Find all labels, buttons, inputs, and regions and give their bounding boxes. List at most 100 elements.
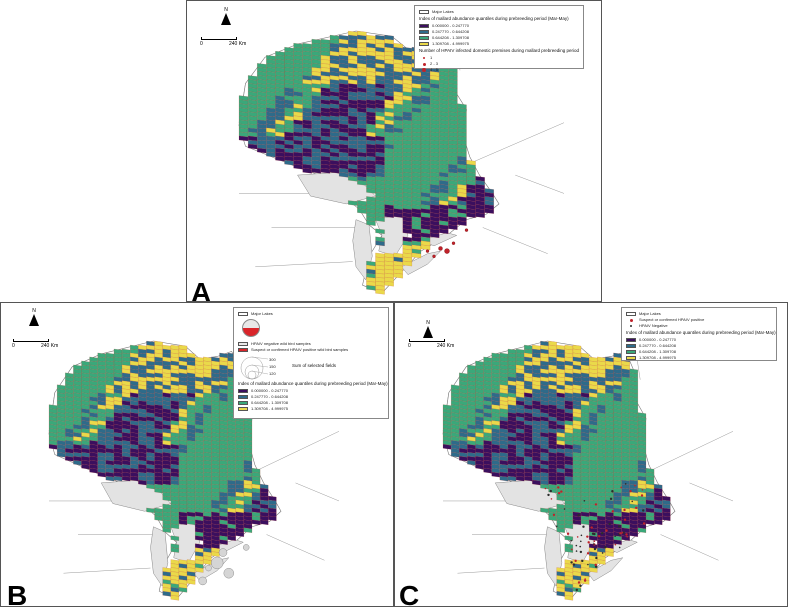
legend-index-title: Index of mallard abundance quantiles dur… — [419, 16, 569, 21]
sample-point — [555, 525, 558, 527]
sample-point — [583, 579, 587, 582]
class-1-label: 0.000000 - 0.247770 — [639, 337, 676, 342]
legend-a: Major Lakes Index of mallard abundance q… — [414, 5, 584, 72]
sample-point — [577, 581, 581, 584]
grid-cell — [384, 281, 394, 287]
grid-cell — [170, 547, 180, 553]
abundance-grid-c — [442, 340, 671, 601]
class-4-label: 1.309708 - 4.999975 — [432, 41, 469, 46]
class-3-label: 0.644208 - 1.309708 — [639, 349, 676, 354]
sample-point — [577, 514, 580, 517]
north-arrow-icon — [29, 314, 39, 326]
sample-point — [549, 489, 552, 493]
sample-point — [570, 548, 573, 551]
sample-point — [604, 545, 607, 549]
north-arrow-b: N — [28, 308, 40, 326]
admin-border — [457, 567, 545, 574]
sample-point — [625, 533, 628, 536]
sample-point — [624, 483, 627, 485]
grid-cell — [393, 272, 403, 279]
sample-point — [598, 535, 601, 538]
sample-pie-icon — [242, 319, 260, 337]
sample-point — [605, 529, 608, 532]
sample-point — [595, 556, 598, 560]
grid-cell — [420, 244, 431, 251]
grid-cell — [243, 527, 253, 533]
sample-point — [594, 503, 598, 506]
sample-point — [626, 535, 629, 538]
sample-point — [573, 520, 575, 523]
grid-cell — [580, 579, 590, 585]
map-panel-b: N 0 240 Km Major Lakes HPAIV negative wi… — [0, 302, 394, 607]
grid-cell — [499, 475, 509, 482]
grid-cell — [613, 539, 622, 545]
sample-point — [560, 490, 563, 493]
admin-border — [295, 482, 340, 502]
legend-c: Major Lakes Suspect or confirmed HPAIV p… — [621, 307, 777, 361]
admin-border — [689, 482, 734, 502]
sample-circle — [205, 564, 212, 572]
legend-lakes-label: Major Lakes — [251, 311, 273, 316]
grid-cell — [645, 519, 655, 525]
class-2-label: 0.247770 - 0.644208 — [639, 343, 676, 348]
grid-cell — [507, 475, 517, 482]
grid-cell — [637, 527, 647, 533]
legend-b: Major Lakes HPAIV negative wild bird sam… — [233, 307, 389, 419]
grid-cell — [227, 535, 236, 541]
sample-point — [557, 486, 560, 489]
legend-neg-label: HPAIV negative wild bird samples — [251, 341, 311, 346]
sample-point — [629, 490, 632, 493]
sample-point — [611, 510, 614, 513]
grid-cell — [466, 212, 476, 218]
north-arrow-icon — [423, 326, 433, 338]
grid-cell — [439, 228, 449, 234]
panel-letter-c: C — [399, 580, 420, 607]
premises-point — [444, 248, 450, 254]
sample-point — [593, 540, 596, 543]
legend-sum-title: Sum of selected fields — [292, 363, 337, 368]
grid-cell — [195, 567, 204, 573]
class-4-label: 1.309708 - 4.999975 — [251, 406, 288, 411]
sample-point — [593, 543, 595, 545]
grid-cell — [162, 527, 171, 533]
grid-cell — [457, 220, 467, 226]
grid-cell — [105, 475, 115, 482]
sample-point — [544, 487, 547, 490]
map-panel-a: N 0 240 Km Major Lakes Index of mallard … — [186, 0, 602, 302]
admin-border — [660, 534, 719, 561]
class-3-swatch — [419, 36, 429, 40]
sample-point — [552, 513, 556, 517]
sample-point — [593, 547, 597, 551]
sample-circle — [218, 548, 228, 557]
legend-index-title: Index of mallard abundance quantiles dur… — [626, 330, 776, 335]
map-c — [442, 340, 734, 601]
north-arrow-a: N — [220, 7, 232, 25]
sample-point — [593, 532, 596, 536]
sample-circle — [210, 556, 224, 570]
sample-point — [583, 500, 586, 502]
sample-point — [640, 494, 644, 497]
sample-point — [594, 563, 597, 567]
grid-cell — [375, 216, 385, 222]
grid-cell — [484, 208, 494, 214]
sample-circle — [223, 568, 235, 579]
sample-point — [609, 497, 613, 501]
grid-cell — [170, 535, 180, 541]
grid-cell — [384, 212, 394, 218]
size-legend: 300 150 120 — [238, 354, 384, 380]
grid-cell — [564, 535, 574, 541]
sample-circle — [198, 576, 207, 586]
sample-point — [590, 526, 593, 529]
sample-circle — [242, 544, 250, 551]
grid-cell — [411, 252, 422, 259]
grid-cell — [178, 587, 188, 593]
sample-point — [620, 486, 622, 489]
legend-pos-label: Suspect or confirmed HPAIV positive wild… — [251, 347, 349, 352]
sample-point — [566, 532, 570, 535]
sample-point — [570, 561, 573, 564]
grid-cell — [320, 168, 331, 174]
grid-cell — [429, 232, 440, 239]
sample-point — [600, 532, 604, 535]
grid-cell — [219, 539, 228, 545]
grid-cell — [448, 224, 458, 230]
